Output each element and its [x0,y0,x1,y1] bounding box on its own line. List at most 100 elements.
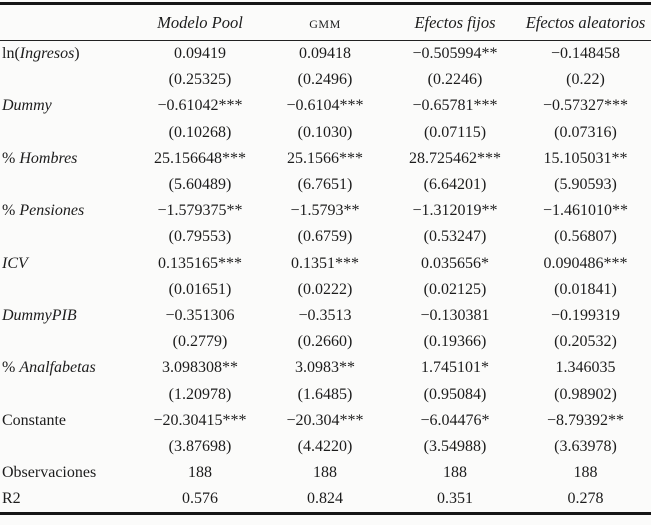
cell: (3.87698) [168,437,232,455]
row-label: DummyPIB [0,303,140,329]
cell: (0.79553) [168,228,232,246]
cell: (0.56807) [554,228,617,246]
row-label [0,120,140,146]
cell: (3.54988) [423,437,487,455]
header-efectos-aleatorios: Efectos aleatorios [525,12,646,32]
table-body: ln(Ingresos) 0.09419 0.09418 −0.505994** −0.… [0,41,651,514]
cell: 0.1351*** [291,254,359,272]
cell: (0.6759) [297,228,353,246]
cell: (0.02125) [423,280,487,298]
cell: −6.04476* [420,411,490,429]
table-row: (0.01651) (0.0222) (0.02125) (0.01841) [0,277,651,303]
cell: −0.61042*** [157,97,243,115]
cell: 1.346035 [555,359,616,377]
cell: (0.1030) [297,123,353,141]
cell: (0.20532) [554,333,617,351]
cell: (0.98902) [554,385,617,403]
cell: 25.1566*** [287,149,363,167]
cell: 0.135165*** [158,254,242,272]
cell: −0.65781*** [412,97,498,115]
header-empty-cell [0,4,140,41]
cell: (1.6485) [297,385,353,403]
cell: (1.20978) [168,385,232,403]
row-label [0,381,140,407]
cell: −0.505994** [412,45,498,63]
cell: −0.57327*** [542,97,629,115]
table-row: % Pensiones −1.579375** −1.5793** −1.312019… [0,198,651,224]
cell: 3.098308** [162,359,238,377]
cell: (0.01841) [554,280,617,298]
cell: (3.63978) [554,437,617,455]
table-row: % Hombres 25.156648*** 25.1566*** 28.725462… [0,146,651,172]
table-header: Modelo Pool GMM Efectos fijos Efectos al… [0,4,651,41]
row-label: ICV [0,251,140,277]
table-row: (3.87698) (4.4220) (3.54988) (3.63978) [0,434,651,460]
cell: (0.95084) [423,385,487,403]
cell: (0.25325) [168,71,232,89]
table-row: (0.2779) (0.2660) (0.19366) (0.20532) [0,329,651,355]
row-label [0,277,140,303]
row-label-it: ICV [2,254,28,272]
cell: 0.09418 [299,45,351,63]
table-row: DummyPIB −0.351306 −0.3513 −0.130381 −0.1993… [0,303,651,329]
cell: 188 [188,464,212,482]
row-label: ln(Ingresos) [0,41,140,68]
cell: 0.278 [567,490,604,508]
row-label [0,172,140,198]
table-row: % Analfabetas 3.098308** 3.0983** 1.745101*… [0,355,651,381]
cell: −0.199319 [550,306,621,324]
table-row: Observaciones 188 188 188 188 [0,460,651,486]
cell: −1.579375** [157,202,243,220]
row-label-it: Dummy [2,97,52,115]
table-row: ICV 0.135165*** 0.1351*** 0.035656* 0.090486… [0,251,651,277]
cell: −0.148458 [550,45,621,63]
cell: 3.0983** [295,359,355,377]
cell: 0.824 [307,490,343,508]
cell: (0.10268) [168,123,232,141]
cell: 188 [573,464,598,482]
row-label [0,67,140,93]
cell: (0.0222) [297,280,353,298]
cell: 0.351 [437,490,473,508]
regression-results-table: Modelo Pool GMM Efectos fijos Efectos al… [0,2,651,516]
row-label-pre: % [2,149,20,167]
cell: −1.312019** [412,202,498,220]
row-label [0,224,140,250]
table-row: (5.60489) (6.7651) (6.64201) (5.90593) [0,172,651,198]
row-label: % Hombres [0,146,140,172]
row-label: % Pensiones [0,198,140,224]
header-gmm: GMM [309,12,341,32]
cell: −0.351306 [165,306,235,324]
row-label [0,329,140,355]
table-row: (0.25325) (0.2496) (0.2246) (0.22) [0,67,651,93]
header-row: Modelo Pool GMM Efectos fijos Efectos al… [0,4,651,41]
cell: (0.2779) [172,333,228,351]
row-label-post: ) [74,45,80,63]
row-label-pre: R2 [2,490,21,508]
row-label-pre: ln( [2,45,20,63]
cell: (0.07115) [423,123,487,141]
cell: (0.53247) [423,228,487,246]
cell: −0.6104*** [286,97,364,115]
row-label-it: Analfabetas [19,359,96,377]
table-row: Dummy −0.61042*** −0.6104*** −0.65781*** −0.… [0,93,651,119]
header-efectos-fijos: Efectos fijos [414,12,496,32]
cell: −1.461010** [542,202,629,220]
row-label: Dummy [0,93,140,119]
cell: (5.60489) [168,176,232,194]
table-row: ln(Ingresos) 0.09419 0.09418 −0.505994** −0.… [0,41,651,68]
cell: (0.19366) [423,333,487,351]
cell: −20.30415*** [153,411,247,429]
cell: (0.2246) [427,71,483,89]
cell: 28.725462*** [409,149,501,167]
header-modelo-pool: Modelo Pool [157,12,243,32]
cell: (0.01651) [168,280,232,298]
cell: (5.90593) [554,176,617,194]
row-label [0,434,140,460]
cell: (0.2660) [297,333,353,351]
cell: −0.130381 [420,306,490,324]
cell: 1.745101* [421,359,489,377]
row-label-it: DummyPIB [2,306,77,324]
cell: 0.035656* [421,254,489,272]
